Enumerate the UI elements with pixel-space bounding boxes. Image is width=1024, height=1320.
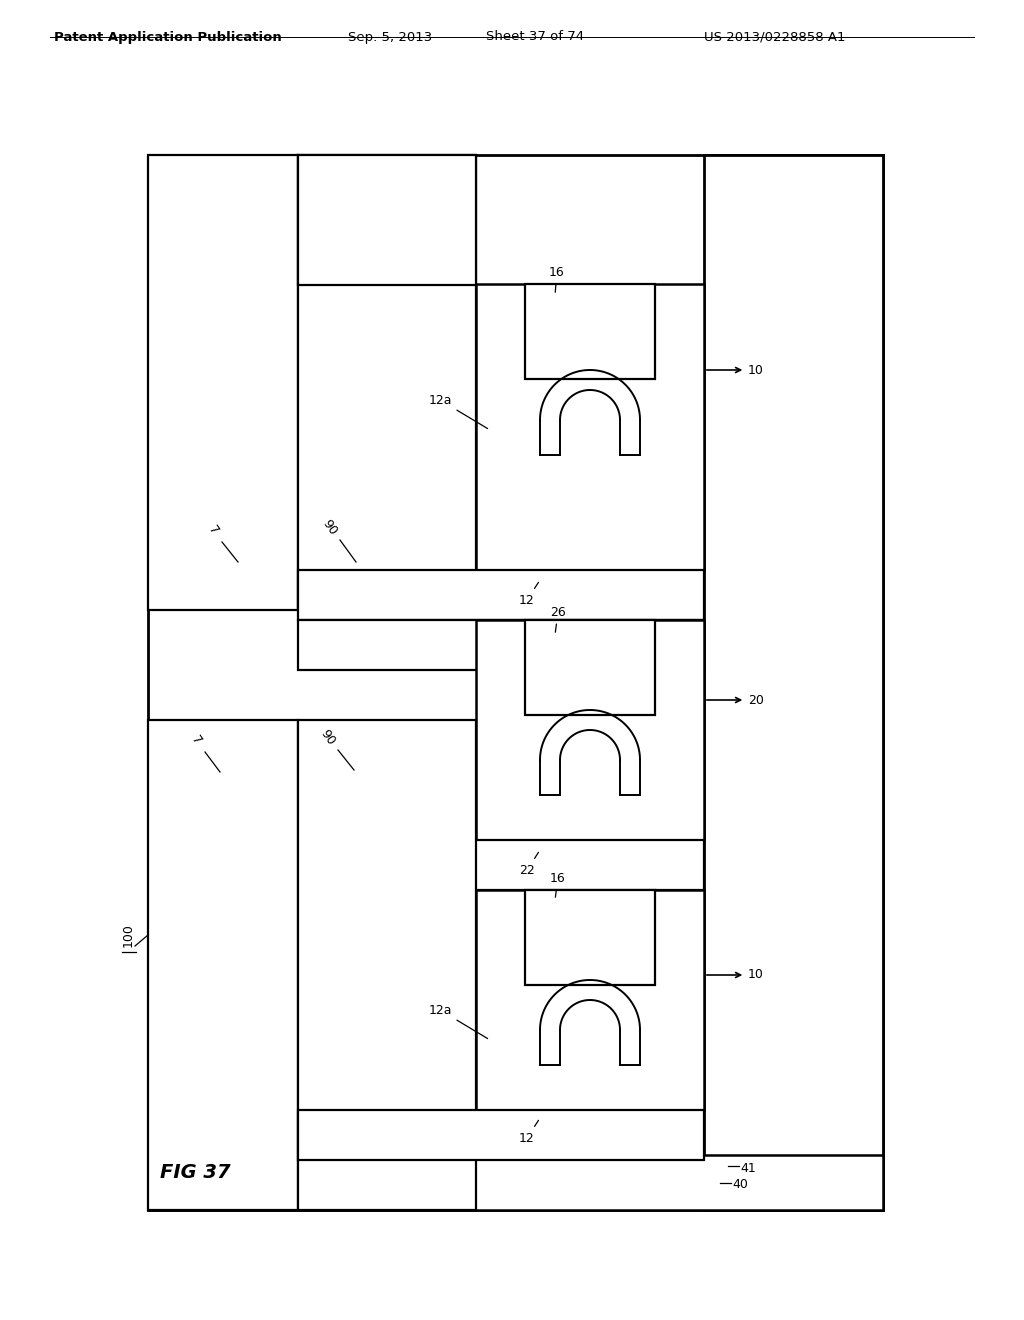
Bar — [148, 154, 298, 610]
Text: Sep. 5, 2013: Sep. 5, 2013 — [348, 30, 432, 44]
Bar — [525, 284, 655, 379]
Bar — [298, 1110, 705, 1160]
Bar — [525, 890, 655, 985]
Text: 100: 100 — [122, 923, 134, 946]
Text: 7: 7 — [188, 733, 204, 747]
Bar — [148, 719, 298, 1210]
Text: Patent Application Publication: Patent Application Publication — [54, 30, 282, 44]
Text: 12a: 12a — [428, 1003, 487, 1039]
Bar — [525, 620, 655, 715]
Text: 90: 90 — [318, 727, 338, 747]
Text: 16: 16 — [549, 265, 565, 292]
Bar — [298, 154, 476, 610]
Text: 12a: 12a — [428, 393, 487, 429]
Bar — [148, 154, 883, 1210]
Bar — [298, 570, 705, 620]
Text: Sheet 37 of 74: Sheet 37 of 74 — [486, 30, 584, 44]
Text: 12: 12 — [519, 1121, 539, 1144]
Text: 41: 41 — [740, 1162, 756, 1175]
Text: 10: 10 — [707, 969, 764, 982]
Bar — [476, 890, 705, 1110]
Text: 12: 12 — [519, 582, 539, 606]
Text: 26: 26 — [550, 606, 566, 632]
Text: 20: 20 — [707, 693, 764, 706]
Text: US 2013/0228858 A1: US 2013/0228858 A1 — [705, 30, 846, 44]
Bar — [298, 154, 476, 285]
Bar — [705, 154, 883, 1210]
Bar — [476, 284, 705, 570]
Bar — [298, 840, 705, 890]
Bar — [298, 719, 476, 1210]
Text: 90: 90 — [321, 516, 340, 537]
Bar — [476, 620, 705, 840]
Text: 22: 22 — [519, 853, 539, 876]
Text: 16: 16 — [550, 871, 566, 898]
Text: 10: 10 — [707, 363, 764, 376]
Bar — [148, 1155, 883, 1210]
Bar — [298, 620, 705, 671]
Text: 7: 7 — [206, 523, 220, 537]
Text: 40: 40 — [732, 1179, 748, 1192]
Text: FIG 37: FIG 37 — [160, 1163, 230, 1181]
